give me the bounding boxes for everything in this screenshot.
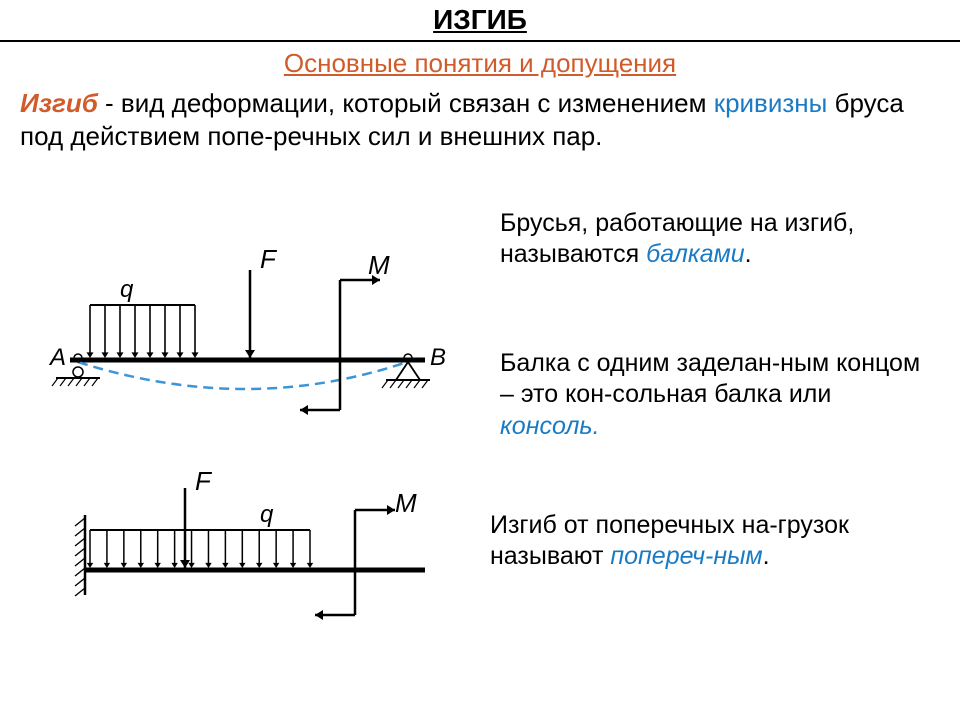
svg-text:F: F xyxy=(260,250,278,274)
definition-paragraph: Изгиб - вид деформации, который связан с… xyxy=(0,79,960,152)
svg-text:M: M xyxy=(368,250,390,280)
highlight-balkami: балками xyxy=(646,240,745,268)
page-title: ИЗГИБ xyxy=(0,0,960,42)
svg-text:F: F xyxy=(195,470,213,496)
text-cantilever: Балка с одним заделан-ным концом – это к… xyxy=(500,348,930,442)
subtitle: Основные понятия и допущения xyxy=(0,48,960,79)
text-beams: Брусья, работающие на изгиб, называются … xyxy=(500,208,920,271)
diagram-cantilever-beam: q F M xyxy=(30,470,460,630)
highlight-konsol: консоль. xyxy=(500,412,600,440)
term-izgib: Изгиб xyxy=(20,88,98,118)
svg-text:B: B xyxy=(430,344,446,371)
svg-text:A: A xyxy=(48,344,66,371)
text-transverse: Изгиб от поперечных на-грузок называют п… xyxy=(490,510,940,573)
highlight-poperechnym: попереч-ным xyxy=(610,542,762,570)
diagram-simply-supported-beam: q F M A B xyxy=(30,250,460,430)
svg-text:q: q xyxy=(120,276,134,303)
svg-text:M: M xyxy=(395,488,417,518)
highlight-curvature: кривизны xyxy=(714,88,828,118)
svg-text:q: q xyxy=(260,501,274,528)
